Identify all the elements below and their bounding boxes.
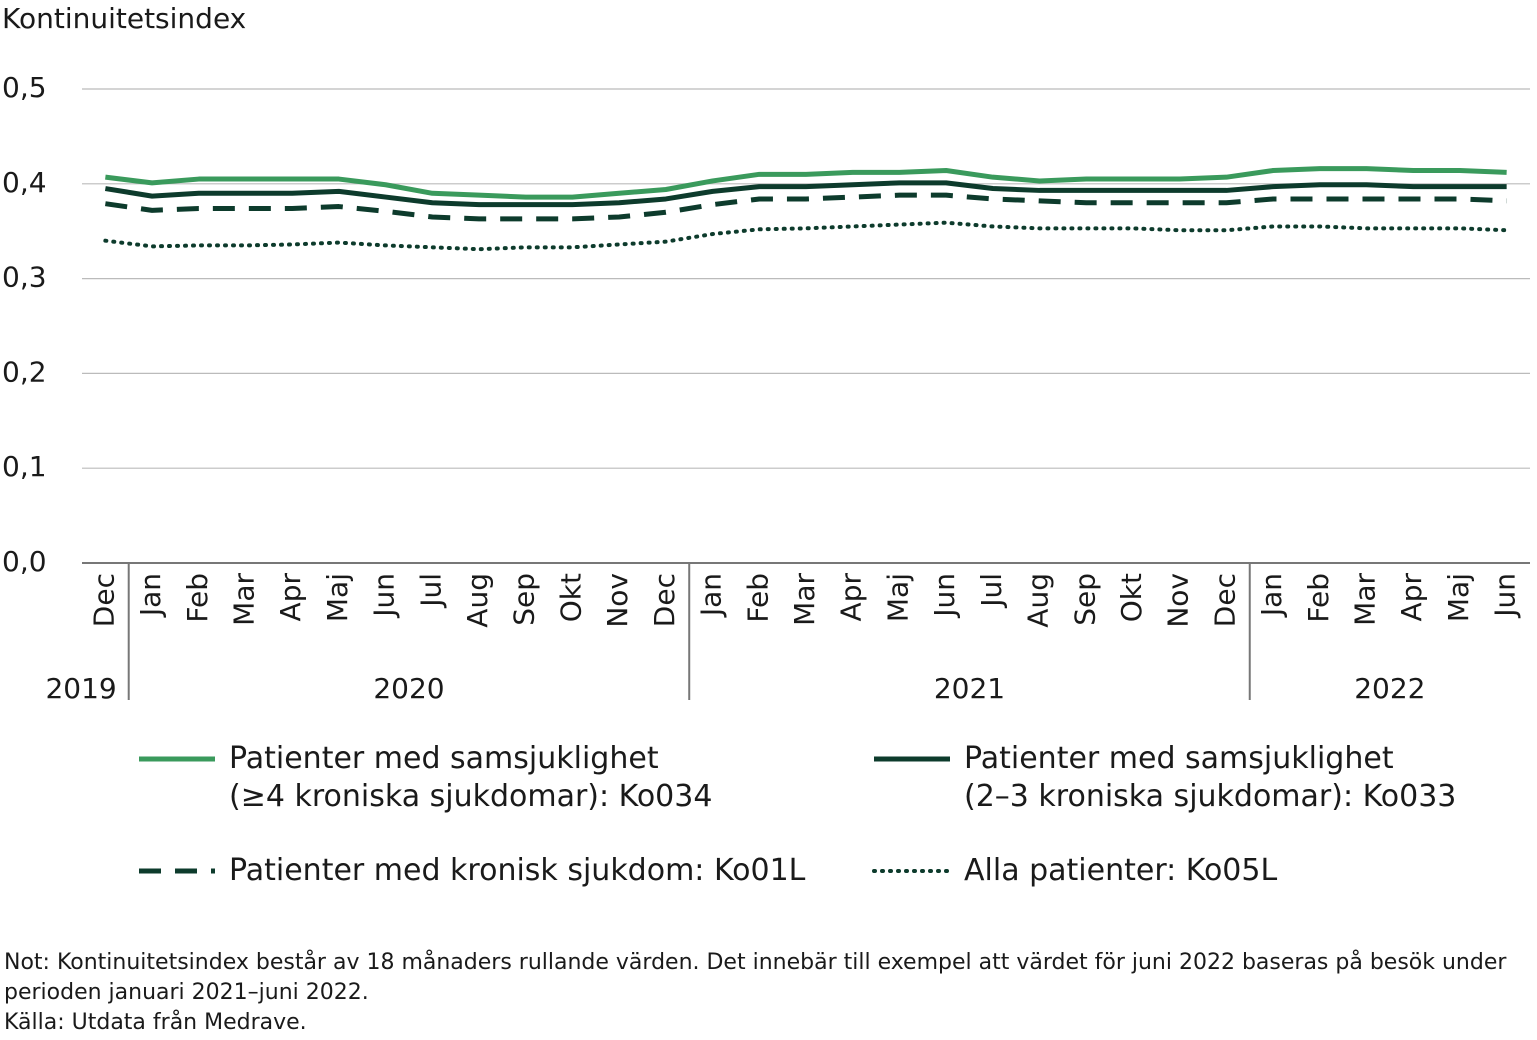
x-tick-label: Jun (928, 573, 961, 619)
notes: Not: Kontinuitetsindex består av 18 måna… (4, 948, 1524, 1038)
x-tick-label: Jun (368, 573, 401, 619)
legend-swatch (139, 756, 215, 762)
legend-label: Patienter med samsjuklighet (2–3 kronisk… (964, 741, 1457, 814)
x-tick-label: Maj (1442, 573, 1475, 622)
x-tick-label: Jun (1489, 573, 1522, 619)
series-line (105, 166, 1507, 200)
legend-swatch (872, 869, 952, 873)
x-tick-label: Apr (835, 573, 868, 622)
legend-swatch (139, 868, 215, 874)
x-tick-label: Feb (181, 573, 214, 623)
x-tick-label: Jan (1255, 573, 1288, 618)
legend-item: Patienter med samsjuklighet (≥4 kroniska… (137, 740, 712, 816)
y-tick-label: 0,1 (2, 450, 47, 483)
x-tick-label: Dec (1208, 573, 1241, 627)
y-tick-label: 0,4 (2, 166, 47, 199)
x-tick-label: Aug (1022, 573, 1055, 628)
x-tick-label: Jul (414, 573, 447, 609)
chart: Kontinuitetsindex 0,0 0,1 0,2 0,3 0,4 0,5 Dec J… (2, 2, 1530, 705)
x-tick-label: Aug (461, 573, 494, 628)
note: Källa: Utdata från Medrave. (4, 1010, 307, 1035)
x-tick-label: Dec (87, 573, 120, 627)
x-tick-label: Apr (1395, 573, 1428, 622)
y-tick-label: 0,3 (2, 261, 47, 294)
x-group-label: 2022 (1354, 672, 1425, 705)
legend-item: Alla patienter: Ko05L (872, 852, 1277, 890)
x-tick-label: Jan (695, 573, 728, 618)
x-group-label: 2019 (45, 672, 116, 705)
x-tick-label: Maj (881, 573, 914, 622)
series-line (103, 220, 1509, 252)
x-tick-label: Jan (134, 573, 167, 618)
x-tick-label: Maj (321, 573, 354, 622)
legend-label: Alla patienter: Ko05L (964, 853, 1278, 888)
x-tick-label: Dec (648, 573, 681, 627)
y-tick-label: 0,5 (2, 71, 47, 104)
legend-label: Patienter med kronisk sjukdom: Ko01L (229, 853, 806, 888)
x-tick-label: Mar (788, 573, 821, 626)
x-tick-label: Nov (601, 573, 634, 628)
x-tick-label: Okt (1115, 573, 1148, 622)
y-tick-label: 0,0 (2, 545, 47, 578)
series-line (104, 180, 1507, 208)
x-tick-label: Mar (227, 573, 260, 626)
y-axis-title: Kontinuitetsindex (2, 2, 246, 35)
x-tick-label: Feb (1302, 573, 1335, 623)
x-tick-label: Jul (975, 573, 1008, 609)
x-tick-label: Sep (508, 573, 541, 626)
x-tick-label: Sep (1068, 573, 1101, 626)
x-tick-label: Feb (741, 573, 774, 623)
x-group-label: 2021 (934, 672, 1005, 705)
series-line (105, 192, 1507, 222)
y-tick-label: 0,2 (2, 355, 47, 388)
x-tick-label: Nov (1162, 573, 1195, 628)
x-group-label: 2020 (373, 672, 444, 705)
legend-label: Patienter med samsjuklighet (≥4 kroniska… (229, 741, 713, 814)
x-tick-label: Mar (1349, 573, 1382, 626)
x-tick-label: Apr (274, 573, 307, 622)
legend-item: Patienter med samsjuklighet (2–3 kronisk… (872, 740, 1456, 816)
legend-item: Patienter med kronisk sjukdom: Ko01L (137, 852, 805, 890)
note: Not: Kontinuitetsindex består av 18 måna… (4, 950, 1507, 1005)
x-tick-label: Okt (554, 573, 587, 622)
legend-swatch (874, 756, 950, 762)
